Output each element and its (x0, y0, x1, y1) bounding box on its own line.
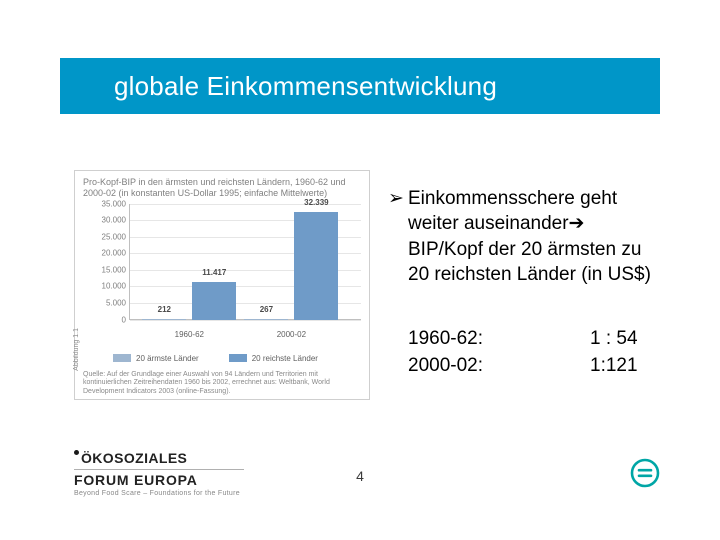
chart-sideref: Abbildung 1.1 (73, 328, 80, 371)
chart-legend: 20 ärmste Länder 20 reichste Länder (113, 354, 361, 363)
ytick-label: 15.000 (98, 265, 126, 274)
ytick-label: 10.000 (98, 282, 126, 291)
bullet-line4: 20 reichsten Länder (in US$) (408, 264, 651, 285)
bullet-line2: weiter auseinander (408, 213, 569, 234)
bullet-text: Einkommensschere geht weiter auseinander… (408, 186, 690, 288)
equals-badge-icon (630, 458, 660, 488)
legend-item: 20 ärmste Länder (113, 354, 199, 363)
ratio-row: 2000-02: 1:121 (408, 353, 690, 380)
chart-title: Pro-Kopf-BIP in den ärmsten und reichste… (83, 177, 361, 200)
title-bar: globale Einkommensentwicklung (60, 58, 660, 114)
xcategory-label: 1960-62 (175, 330, 204, 339)
chart-xlabels: 1960-622000-02 (129, 320, 361, 334)
bar-value-label: 32.339 (294, 198, 338, 207)
logo-tagline: Beyond Food Scare – Foundations for the … (74, 490, 244, 497)
ratio-value: 1:121 (590, 353, 690, 380)
bar: 11.417 (192, 282, 236, 320)
legend-item: 20 reichste Länder (229, 354, 318, 363)
ytick-label: 35.000 (98, 199, 126, 208)
logo-line1-text: ÖKOSOZIALES (81, 450, 187, 466)
ratio-table: 1960-62: 1 : 54 2000-02: 1:121 (408, 326, 690, 379)
legend-swatch (229, 354, 247, 362)
logo-line1: ÖKOSOZIALES (74, 450, 244, 470)
chart-bars: 212 11.417 267 32.339 (129, 204, 361, 320)
ytick-label: 0 (98, 315, 126, 324)
logo-dot-icon (74, 450, 79, 455)
arrow-icon: ➔ (569, 213, 585, 234)
ratio-value: 1 : 54 (590, 326, 690, 353)
xcategory-label: 2000-02 (277, 330, 306, 339)
chart-figure: Abbildung 1.1 Pro-Kopf-BIP in den ärmste… (74, 170, 370, 400)
bullet-mark: ➢ (388, 186, 408, 288)
ytick-label: 30.000 (98, 216, 126, 225)
bullet-list: ➢ Einkommensschere geht weiter auseinand… (388, 186, 690, 288)
legend-label: 20 reichste Länder (252, 354, 318, 363)
legend-label: 20 ärmste Länder (136, 354, 199, 363)
bullet-line1: Einkommensschere geht (408, 188, 617, 209)
ratio-period: 2000-02: (408, 353, 548, 380)
bar-value-label: 212 (142, 305, 186, 314)
ytick-label: 20.000 (98, 249, 126, 258)
legend-swatch (113, 354, 131, 362)
ratio-period: 1960-62: (408, 326, 548, 353)
bar-value-label: 11.417 (192, 268, 236, 277)
chart-footnote: Quelle: Auf der Grundlage einer Auswahl … (83, 371, 361, 397)
logo-line2: FORUM EUROPA (74, 472, 244, 488)
logo-okosoziales: ÖKOSOZIALES FORUM EUROPA Beyond Food Sca… (74, 450, 244, 497)
page-title: globale Einkommensentwicklung (114, 71, 497, 102)
ytick-label: 5.000 (98, 298, 126, 307)
ratio-row: 1960-62: 1 : 54 (408, 326, 690, 353)
bullet-item: ➢ Einkommensschere geht weiter auseinand… (388, 186, 690, 288)
chart-plot: 05.00010.00015.00020.00025.00030.00035.0… (101, 204, 361, 334)
bar: 32.339 (294, 212, 338, 319)
bar-value-label: 267 (244, 305, 288, 314)
ytick-label: 25.000 (98, 232, 126, 241)
bullet-line3: BIP/Kopf der 20 ärmsten zu (408, 239, 641, 260)
